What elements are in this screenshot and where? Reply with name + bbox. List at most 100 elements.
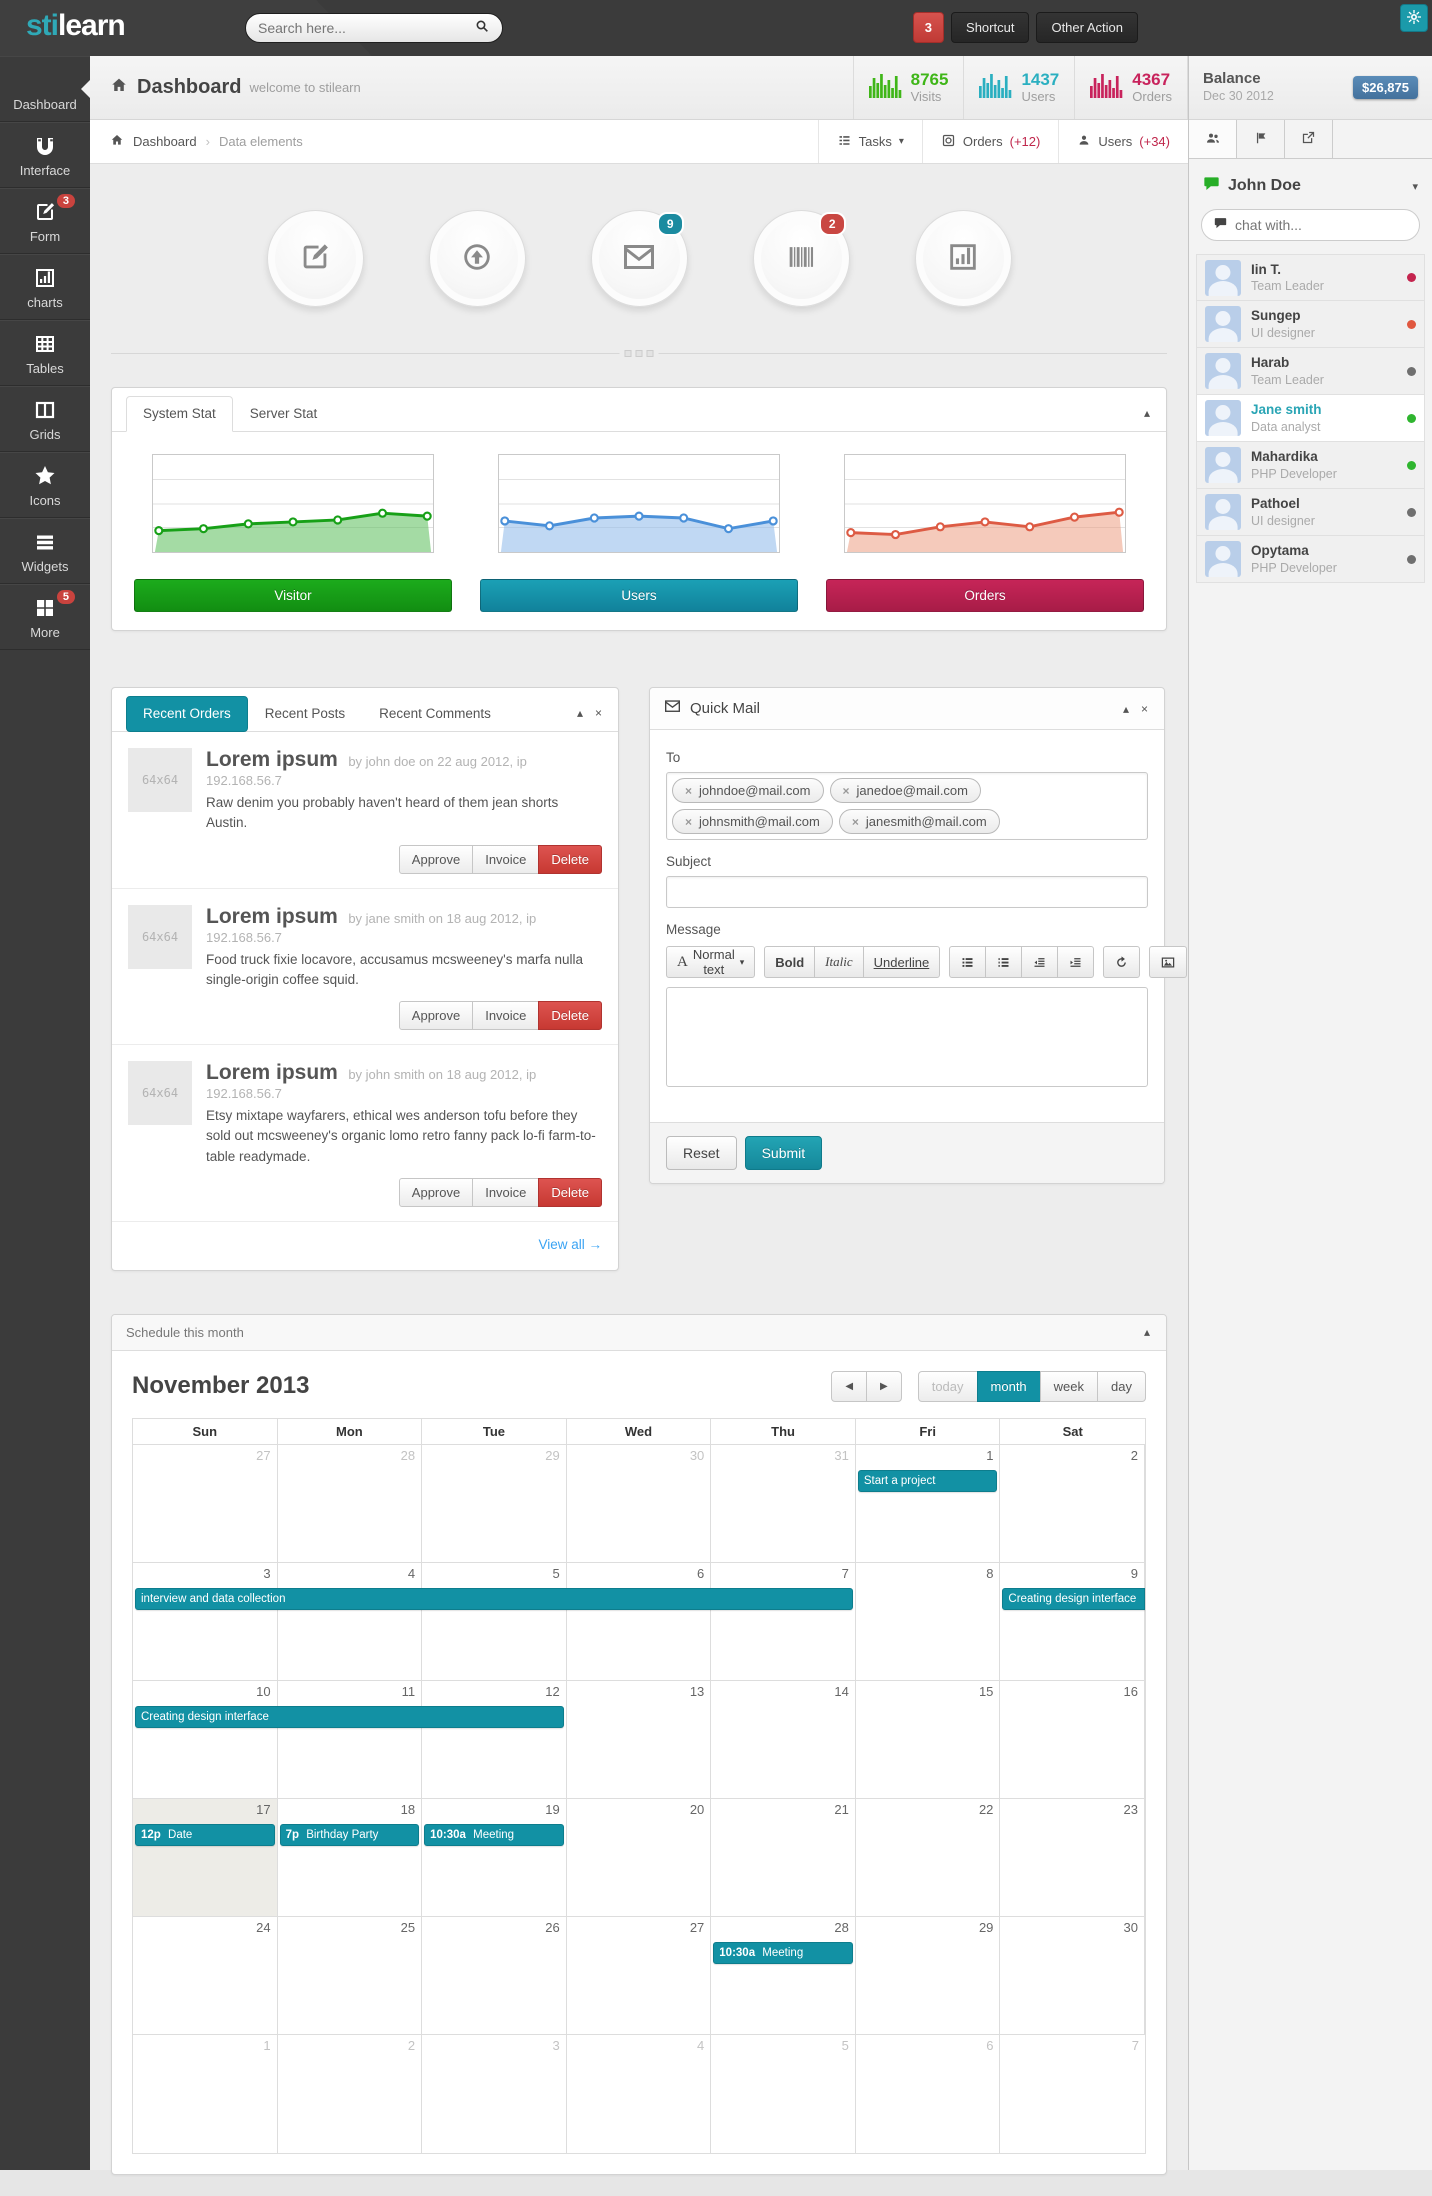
- underline-button[interactable]: Underline: [862, 946, 941, 978]
- calendar-day-cell[interactable]: 16: [1000, 1680, 1145, 1798]
- calendar-day-cell[interactable]: 4: [567, 2034, 712, 2153]
- ordered-list-icon[interactable]: [985, 946, 1023, 978]
- subject-input[interactable]: [666, 876, 1148, 908]
- calendar-day-cell[interactable]: 28: [711, 1916, 856, 2034]
- calendar-event[interactable]: Creating design interface: [135, 1705, 564, 1728]
- calendar-day-cell[interactable]: 7: [1000, 2035, 1145, 2153]
- calendar-event[interactable]: interview and data collection: [135, 1587, 853, 1610]
- calendar-day-cell[interactable]: 18: [278, 1798, 423, 1916]
- invoice-button[interactable]: Invoice: [472, 1177, 540, 1207]
- contact-row[interactable]: Opytama PHP Developer: [1196, 536, 1425, 583]
- sidebar-item-more[interactable]: More 5: [0, 584, 90, 650]
- calendar-day-cell[interactable]: 29: [422, 1444, 567, 1562]
- calendar-day-cell[interactable]: 29: [856, 1916, 1001, 2034]
- calendar-day-cell[interactable]: 26: [422, 1916, 567, 2034]
- contact-row[interactable]: Jane smith Data analyst: [1196, 395, 1425, 442]
- calendar-day-cell[interactable]: 6: [567, 1562, 712, 1680]
- indent-icon[interactable]: [1057, 946, 1095, 978]
- calendar-day-cell[interactable]: 23: [1000, 1798, 1145, 1916]
- calendar-day-cell[interactable]: 3: [133, 1562, 278, 1680]
- approve-button[interactable]: Approve: [398, 1001, 474, 1030]
- notification-badge[interactable]: 3: [912, 12, 945, 43]
- remove-recipient-icon[interactable]: ×: [685, 783, 693, 798]
- delete-button[interactable]: Delete: [538, 1177, 602, 1207]
- calendar-day-cell[interactable]: 10: [133, 1680, 278, 1798]
- close-icon[interactable]: ×: [594, 706, 602, 720]
- remove-recipient-icon[interactable]: ×: [842, 783, 850, 798]
- reset-button[interactable]: Reset: [666, 1136, 737, 1170]
- contact-row[interactable]: Mahardika PHP Developer: [1196, 442, 1425, 489]
- sidebar-item-grids[interactable]: Grids: [0, 386, 90, 452]
- delete-button[interactable]: Delete: [538, 1001, 602, 1030]
- unordered-list-icon[interactable]: [949, 946, 987, 978]
- calendar-day-cell[interactable]: 7: [711, 1562, 856, 1680]
- view-all-link[interactable]: View all →: [538, 1236, 602, 1252]
- tab-contacts[interactable]: [1189, 120, 1237, 158]
- approve-button[interactable]: Approve: [398, 1177, 474, 1207]
- collapse-icon[interactable]: ▴: [1143, 406, 1150, 420]
- calendar-event[interactable]: 7p Birthday Party: [279, 1823, 420, 1846]
- users-action-button[interactable]: Users (+34): [1058, 120, 1188, 163]
- contact-row[interactable]: Harab Team Leader: [1196, 348, 1425, 395]
- recipient-chip[interactable]: × johndoe@mail.com: [672, 778, 824, 803]
- user-menu-caret-icon[interactable]: ▾: [1412, 180, 1418, 193]
- orders-action-button[interactable]: Orders (+12): [921, 120, 1059, 163]
- submit-button[interactable]: Submit: [744, 1136, 823, 1170]
- other-action-button[interactable]: Other Action: [1036, 12, 1138, 43]
- calendar-day-cell[interactable]: 3: [422, 2034, 567, 2153]
- divider-handle[interactable]: [619, 350, 659, 357]
- insert-image-icon[interactable]: [1149, 946, 1188, 978]
- collapse-icon[interactable]: ▴: [576, 706, 583, 720]
- circle-chart-button[interactable]: [914, 210, 1012, 307]
- calendar-day-cell[interactable]: 21: [711, 1798, 856, 1916]
- tab-flagged[interactable]: [1237, 120, 1285, 158]
- calendar-day-cell[interactable]: 15: [856, 1680, 1001, 1798]
- contact-row[interactable]: Sungep UI designer: [1196, 301, 1425, 348]
- calendar-day-cell[interactable]: 4: [278, 1562, 423, 1680]
- calendar-day-cell[interactable]: 24: [133, 1916, 278, 2034]
- invoice-button[interactable]: Invoice: [472, 1001, 540, 1030]
- search-icon[interactable]: [474, 18, 490, 39]
- tab-recent-orders[interactable]: Recent Orders: [126, 696, 248, 732]
- recipient-chip[interactable]: × janesmith@mail.com: [838, 809, 1000, 834]
- breadcrumb-home-icon[interactable]: [110, 133, 124, 150]
- tasks-action-button[interactable]: Tasks ▾: [817, 120, 922, 163]
- prev-month-button[interactable]: ◀: [831, 1370, 868, 1402]
- view-week-button[interactable]: week: [1039, 1370, 1099, 1402]
- tab-recent-comments[interactable]: Recent Comments: [362, 696, 508, 732]
- contact-row[interactable]: Iin T. Team Leader: [1196, 254, 1425, 301]
- tab-system-stat[interactable]: System Stat: [126, 396, 233, 432]
- circle-mail-button[interactable]: 9: [590, 210, 688, 307]
- redo-icon[interactable]: [1103, 946, 1141, 978]
- calendar-day-cell[interactable]: 8: [856, 1562, 1001, 1680]
- calendar-day-cell[interactable]: 17: [133, 1798, 278, 1916]
- circle-compose-button[interactable]: [266, 210, 364, 307]
- close-icon[interactable]: ×: [1140, 701, 1148, 716]
- delete-button[interactable]: Delete: [538, 844, 602, 874]
- settings-gear-button[interactable]: [1400, 4, 1428, 32]
- calendar-day-cell[interactable]: 30: [1000, 1916, 1145, 2034]
- calendar-day-cell[interactable]: 25: [278, 1916, 423, 2034]
- visitor-button[interactable]: Visitor: [134, 579, 452, 612]
- calendar-day-cell[interactable]: 27: [567, 1916, 712, 2034]
- contact-row[interactable]: Pathoel UI designer: [1196, 489, 1425, 536]
- calendar-day-cell[interactable]: 19: [422, 1798, 567, 1916]
- breadcrumb-item-dashboard[interactable]: Dashboard: [133, 134, 197, 149]
- calendar-day-cell[interactable]: 12: [422, 1680, 567, 1798]
- calendar-day-cell[interactable]: 2: [1000, 1444, 1145, 1562]
- sidebar-item-charts[interactable]: charts: [0, 254, 90, 320]
- approve-button[interactable]: Approve: [398, 844, 474, 874]
- calendar-day-cell[interactable]: 31: [711, 1444, 856, 1562]
- calendar-day-cell[interactable]: 6: [856, 2034, 1001, 2153]
- invoice-button[interactable]: Invoice: [472, 844, 540, 874]
- calendar-day-cell[interactable]: 13: [567, 1680, 712, 1798]
- calendar-day-cell[interactable]: 27: [133, 1444, 278, 1562]
- circle-upload-button[interactable]: [428, 210, 526, 307]
- calendar-day-cell[interactable]: 1: [133, 2034, 278, 2153]
- calendar-day-cell[interactable]: 28: [278, 1444, 423, 1562]
- italic-button[interactable]: Italic: [814, 946, 864, 978]
- sidebar-item-icons[interactable]: Icons: [0, 452, 90, 518]
- bold-button[interactable]: Bold: [764, 946, 816, 978]
- calendar-event[interactable]: 12p Date: [135, 1823, 275, 1846]
- calendar-day-cell[interactable]: 20: [567, 1798, 712, 1916]
